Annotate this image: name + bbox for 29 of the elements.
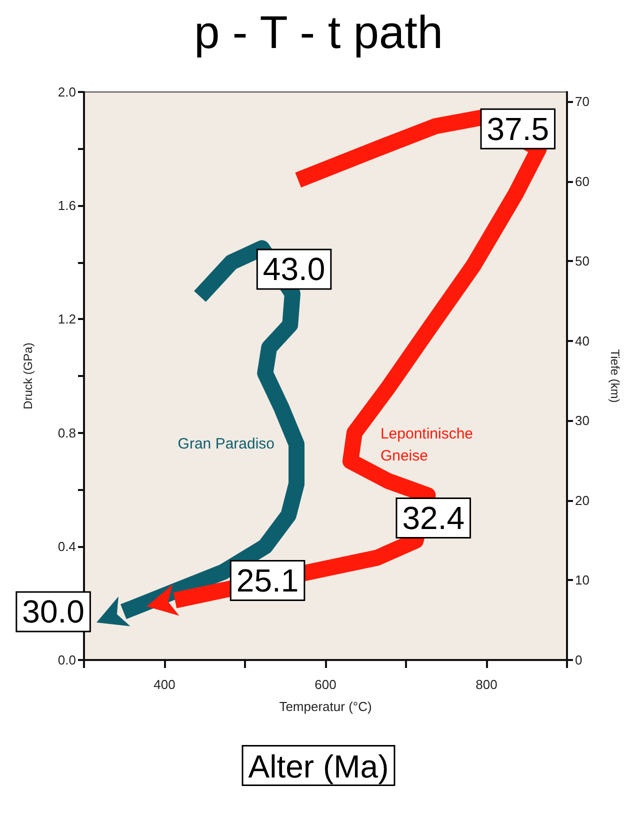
y-tick-label: 1.6 <box>58 198 76 214</box>
annotation: 25.1 <box>236 562 299 598</box>
annotation: 43.0 <box>262 251 326 288</box>
y-tick-label: 0.8 <box>58 425 76 440</box>
chart-title: p - T - t path <box>194 6 443 58</box>
annotation: 32.4 <box>402 500 465 536</box>
y2-axis-title: Tiefe (km) <box>608 349 622 403</box>
y2-tick-label: 40 <box>575 333 590 348</box>
text: 2.0 <box>58 84 76 100</box>
x-tick-label: 600 <box>314 677 336 692</box>
y-tick-label: 1.2 <box>58 312 76 327</box>
y2-tick-label: 20 <box>575 492 590 508</box>
annotation: 37.5 <box>486 110 550 147</box>
x-axis-title: Temperatur (°C) <box>279 699 372 714</box>
y-axis-title: Druck (GPa) <box>21 342 35 410</box>
y2-tick-label: 70 <box>575 94 590 110</box>
text: 0.0 <box>58 652 76 668</box>
x-tick-label: 800 <box>476 677 498 692</box>
y2-tick-label: 0 <box>575 652 582 668</box>
series-label: Gran Paradiso <box>178 436 275 453</box>
x-tick-label: 400 <box>154 677 176 692</box>
y2-tick-label: 30 <box>575 413 590 428</box>
y2-tick-label: 50 <box>575 254 590 269</box>
series-label: Lepontinische Gneise <box>380 426 478 465</box>
annotation: 30.0 <box>22 594 84 630</box>
text: Alter (Ma) <box>248 748 389 784</box>
y-tick-label: 0.4 <box>58 538 76 554</box>
y2-tick-label: 60 <box>575 174 590 189</box>
y2-tick-label: 10 <box>575 572 590 588</box>
